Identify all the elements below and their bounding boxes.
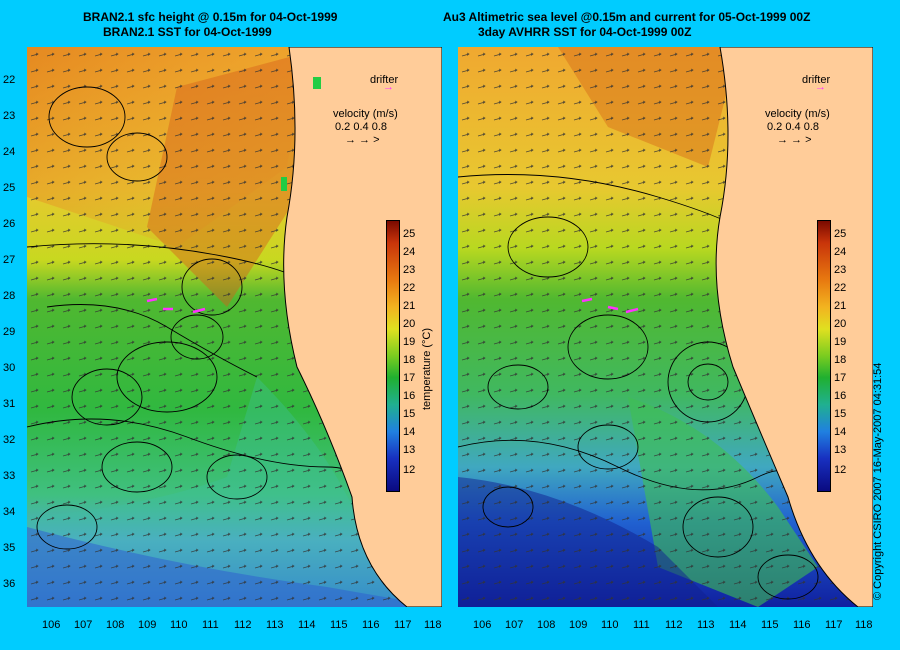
colorbar-tick: 16 <box>403 390 416 402</box>
colorbar-tick: 22 <box>834 282 847 294</box>
lon-tick: 111 <box>202 619 219 631</box>
velocity-scale-arrows-icon: → → > <box>777 134 812 146</box>
colorbar-gradient <box>817 220 831 492</box>
colorbar-tick: 24 <box>834 246 847 258</box>
colorbar-tick: 18 <box>834 354 847 366</box>
drifter-label: drifter <box>802 74 831 86</box>
lon-tick: 116 <box>362 619 380 631</box>
lat-tick: 30 <box>3 362 16 374</box>
lat-tick: 35 <box>3 542 16 554</box>
lon-tick: 115 <box>330 619 348 631</box>
coastline-land <box>283 47 442 607</box>
lon-tick: 118 <box>424 619 442 631</box>
lat-tick: 28 <box>3 290 16 302</box>
colorbar-tick: 12 <box>403 464 416 476</box>
colorbar-tick: 23 <box>403 264 416 276</box>
velocity-scale-ticks: 0.2 0.4 0.8 <box>767 121 819 133</box>
lat-tick: 23 <box>3 110 16 122</box>
colorbar-tick: 21 <box>403 300 416 312</box>
lon-tick: 117 <box>825 619 843 631</box>
lon-tick: 114 <box>729 619 747 631</box>
island <box>313 77 321 89</box>
lon-tick: 115 <box>761 619 779 631</box>
colorbar-tick: 24 <box>403 246 416 258</box>
lat-tick: 26 <box>3 218 16 230</box>
right-title-line2: 3day AVHRR SST for 04-Oct-1999 00Z <box>478 25 692 39</box>
lon-tick: 107 <box>505 619 524 631</box>
lat-tick: 36 <box>3 578 16 590</box>
island <box>281 177 287 191</box>
colorbar-tick: 15 <box>834 408 847 420</box>
lon-tick: 114 <box>298 619 316 631</box>
lat-tick: 22 <box>3 74 16 86</box>
colorbar-tick: 19 <box>834 336 847 348</box>
left-map <box>27 47 442 607</box>
lon-tick: 112 <box>234 619 252 631</box>
colorbar-tick: 15 <box>403 408 416 420</box>
lon-tick: 111 <box>633 619 650 631</box>
drifter-track <box>581 297 639 314</box>
lon-tick: 108 <box>537 619 556 631</box>
colorbar-tick: 21 <box>834 300 847 312</box>
velocity-title: velocity (m/s) <box>333 108 398 120</box>
colorbar-tick: 25 <box>834 228 847 240</box>
lat-tick: 24 <box>3 146 16 158</box>
lon-tick: 109 <box>138 619 157 631</box>
drifter-track <box>146 297 206 314</box>
lon-tick: 109 <box>569 619 588 631</box>
drifter-legend-arrow-icon: → <box>383 81 394 93</box>
copyright-text: © Copyright CSIRO 2007 16-May-2007 04:31… <box>872 362 884 600</box>
lon-tick: 110 <box>170 619 188 631</box>
lat-tick: 27 <box>3 254 16 266</box>
lon-tick: 116 <box>793 619 811 631</box>
colorbar-tick: 19 <box>403 336 416 348</box>
lon-tick: 112 <box>665 619 683 631</box>
velocity-scale-arrows-icon: → → > <box>345 134 380 146</box>
colorbar-tick: 22 <box>403 282 416 294</box>
right-title-line1: Au3 Altimetric sea level @0.15m and curr… <box>443 10 811 24</box>
colorbar-tick: 20 <box>834 318 847 330</box>
colorbar-tick: 13 <box>834 444 847 456</box>
colorbar-tick: 20 <box>403 318 416 330</box>
lon-tick: 110 <box>601 619 619 631</box>
colorbar-tick: 16 <box>834 390 847 402</box>
lat-tick: 34 <box>3 506 16 518</box>
colorbar-tick: 17 <box>403 372 416 384</box>
left-title-line1: BRAN2.1 sfc height @ 0.15m for 04-Oct-19… <box>83 10 338 24</box>
velocity-scale-ticks: 0.2 0.4 0.8 <box>335 121 387 133</box>
lat-tick: 25 <box>3 182 16 194</box>
drifter-legend-arrow-icon: → <box>815 81 826 93</box>
lon-tick: 107 <box>74 619 93 631</box>
drifter-label: drifter <box>370 74 399 86</box>
lat-tick: 31 <box>3 398 16 410</box>
velocity-title: velocity (m/s) <box>765 108 830 120</box>
left-title-line2: BRAN2.1 SST for 04-Oct-1999 <box>103 25 272 39</box>
colorbar-tick: 17 <box>834 372 847 384</box>
lat-tick: 32 <box>3 434 16 446</box>
left-map-panel <box>27 47 442 607</box>
colorbar-tick: 12 <box>834 464 847 476</box>
colorbar-tick: 14 <box>834 426 847 438</box>
lon-tick: 106 <box>473 619 492 631</box>
lon-tick: 117 <box>394 619 412 631</box>
lon-tick: 106 <box>42 619 61 631</box>
colorbar-tick: 23 <box>834 264 847 276</box>
right-map-panel <box>458 47 873 607</box>
coastline-land <box>715 47 873 607</box>
lat-tick: 29 <box>3 326 16 338</box>
colorbar-tick: 13 <box>403 444 416 456</box>
colorbar-tick: 18 <box>403 354 416 366</box>
colorbar-gradient <box>386 220 400 492</box>
lon-tick: 113 <box>266 619 284 631</box>
right-map <box>458 47 873 607</box>
colorbar-tick: 25 <box>403 228 416 240</box>
colorbar-label: temperature (°C) <box>421 327 433 410</box>
lon-tick: 113 <box>697 619 715 631</box>
lat-tick: 33 <box>3 470 16 482</box>
lon-tick: 108 <box>106 619 125 631</box>
colorbar-tick: 14 <box>403 426 416 438</box>
lon-tick: 118 <box>855 619 873 631</box>
